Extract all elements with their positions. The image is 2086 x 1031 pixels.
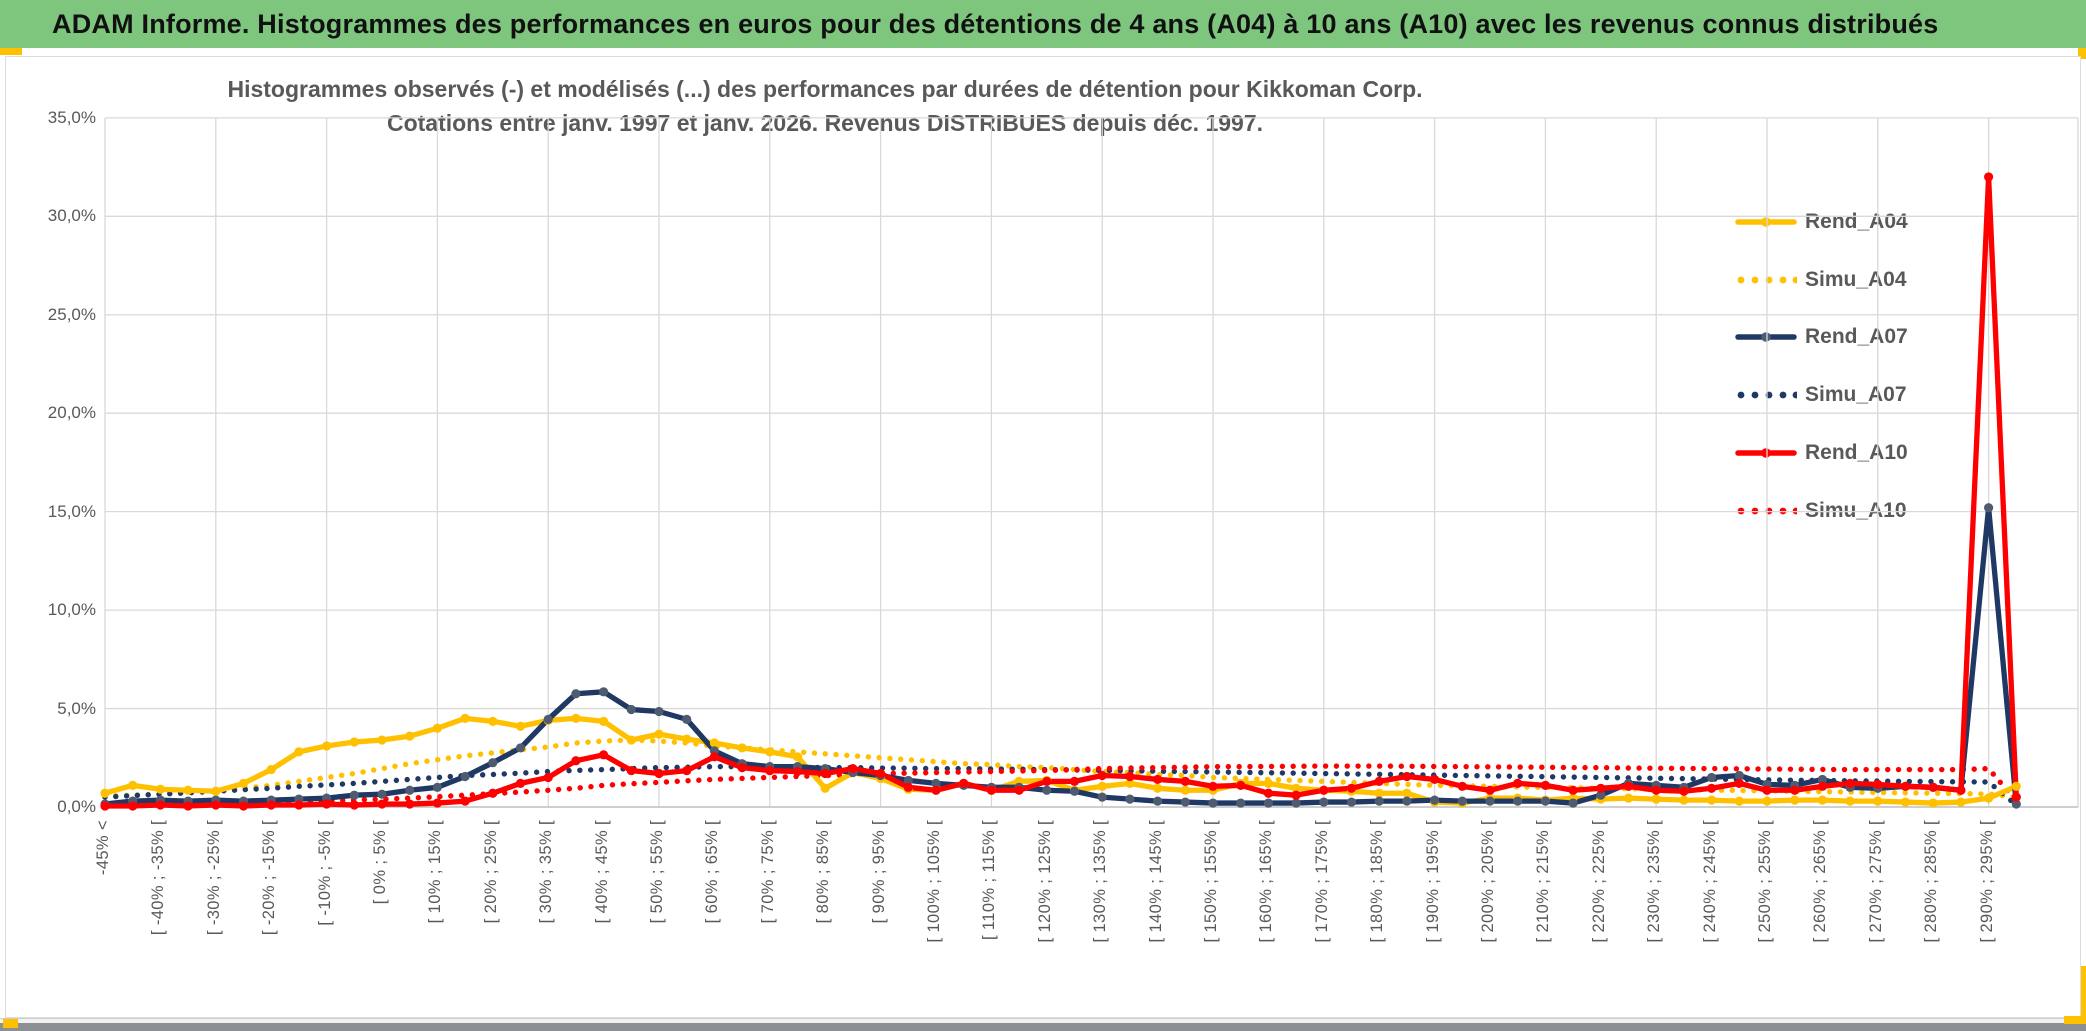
x-tick-label: [ 280% ; 285% [ (1922, 820, 1941, 943)
x-tick-label: [ 80% ; 85% [ (814, 820, 833, 924)
legend-label: Simu_A07 (1805, 383, 1907, 407)
legend-swatch-solid-icon (1735, 332, 1797, 343)
x-tick-label: [ 30% ; 35% [ (537, 820, 556, 924)
x-tick-label: [ 120% ; 125% [ (1035, 820, 1054, 943)
x-tick-label: [ 40% ; 45% [ (592, 820, 611, 924)
x-tick-label: [ 20% ; 25% [ (481, 820, 500, 924)
x-tick-label: [ 190% ; 195% [ (1423, 820, 1442, 943)
x-tick-label: [ 140% ; 145% [ (1146, 820, 1165, 943)
legend-label: Rend_A04 (1805, 210, 1908, 233)
chart-title-line1: Histogrammes observés (-) et modélisés (… (227, 76, 1423, 102)
x-tick-label: [ 200% ; 205% [ (1479, 820, 1497, 943)
y-tick-label: 15,0% (47, 501, 96, 521)
x-tick-label: [ 230% ; 235% [ (1645, 820, 1664, 943)
x-tick-label: [ 60% ; 65% [ (703, 820, 722, 924)
x-tick-label: [ 110% ; 115% [ (980, 820, 999, 941)
accent-right-edge (2081, 966, 2086, 1019)
x-tick-label: [ 160% ; 165% [ (1257, 820, 1276, 943)
accent-bottom-right (2064, 1016, 2086, 1024)
legend-swatch-dotted-icon (1737, 391, 1797, 399)
x-tick-label: [ 90% ; 95% [ (869, 820, 888, 924)
x-tick-label: [ 170% ; 175% [ (1312, 820, 1331, 943)
legend-item-Simu_A10: Simu_A10 (1735, 494, 1907, 528)
x-tick-label: [ 250% ; 255% [ (1756, 820, 1774, 943)
legend-swatch-dotted-icon (1737, 507, 1797, 514)
y-tick-label: 25,0% (47, 304, 96, 324)
x-tick-label: [ 240% ; 245% [ (1700, 820, 1719, 943)
legend-swatch-solid-icon (1735, 447, 1797, 458)
x-tick-label: [ 100% ; 105% [ (925, 820, 943, 943)
accent-top-left (0, 48, 22, 55)
app-title: ADAM Informe. Histogrammes des performan… (52, 8, 1939, 39)
legend-label: Rend_A07 (1805, 325, 1908, 349)
x-tick-label: -45% < (94, 820, 112, 876)
x-tick-label: [ 290% ; 295% [ (1977, 820, 1996, 943)
legend-item-Rend_A07: Rend_A07 (1735, 320, 1908, 354)
x-tick-label: [ 70% ; 75% [ (758, 820, 777, 924)
legend-item-Simu_A07: Simu_A07 (1735, 378, 1907, 412)
x-tick-label: [ 150% ; 155% [ (1202, 820, 1220, 943)
legend-swatch-dotted-icon (1737, 276, 1797, 284)
y-tick-label: 10,0% (47, 600, 96, 620)
x-tick-label: [ 10% ; 15% [ (426, 820, 445, 924)
x-tick-label: [ -10% ; -5% [ (315, 820, 334, 926)
legend-item-Rend_A10: Rend_A10 (1735, 436, 1908, 470)
chart-title-line2: Cotations entre janv. 1997 et janv. 2026… (386, 110, 1264, 136)
window-title-bar: ADAM Informe. Histogrammes des performan… (0, 0, 2086, 48)
x-tick-label: [ 260% ; 265% [ (1811, 820, 1830, 943)
legend-label: Rend_A10 (1805, 440, 1908, 464)
footer-bar (0, 1023, 2086, 1031)
y-tick-label: 30,0% (47, 206, 96, 226)
legend-item-Simu_A04: Simu_A04 (1735, 263, 1907, 297)
legend-label: Simu_A04 (1805, 267, 1907, 291)
legend-item-Rend_A04: Rend_A04 (1735, 205, 1908, 239)
y-tick-label: 20,0% (47, 403, 96, 423)
chart-title: Histogrammes observés (-) et modélisés (… (105, 72, 1545, 140)
x-tick-label: [ 180% ; 185% [ (1368, 820, 1387, 943)
x-tick-label: [ 50% ; 55% [ (648, 820, 666, 924)
y-tick-label: 5,0% (57, 698, 96, 718)
accent-bottom-left (3, 1019, 18, 1028)
x-tick-label: [ 220% ; 225% [ (1589, 820, 1608, 943)
x-tick-label: [ 130% ; 135% [ (1091, 820, 1110, 943)
y-tick-label: 35,0% (47, 107, 96, 127)
legend-label: Simu_A10 (1805, 498, 1907, 522)
x-tick-label: [ -30% ; -25% [ (204, 820, 223, 936)
footer-strip (0, 1018, 2086, 1024)
x-tick-label: [ 270% ; 275% [ (1866, 820, 1885, 943)
x-tick-label: [ -40% ; -35% [ (149, 820, 168, 936)
legend-swatch-solid-icon (1735, 217, 1797, 227)
x-tick-label: [ 0% ; 5% [ (371, 820, 389, 905)
x-tick-label: [ 210% ; 215% [ (1534, 820, 1553, 943)
x-tick-label: [ -20% ; -15% [ (260, 820, 279, 936)
accent-top-right (2078, 48, 2086, 59)
y-tick-label: 0,0% (57, 797, 96, 816)
